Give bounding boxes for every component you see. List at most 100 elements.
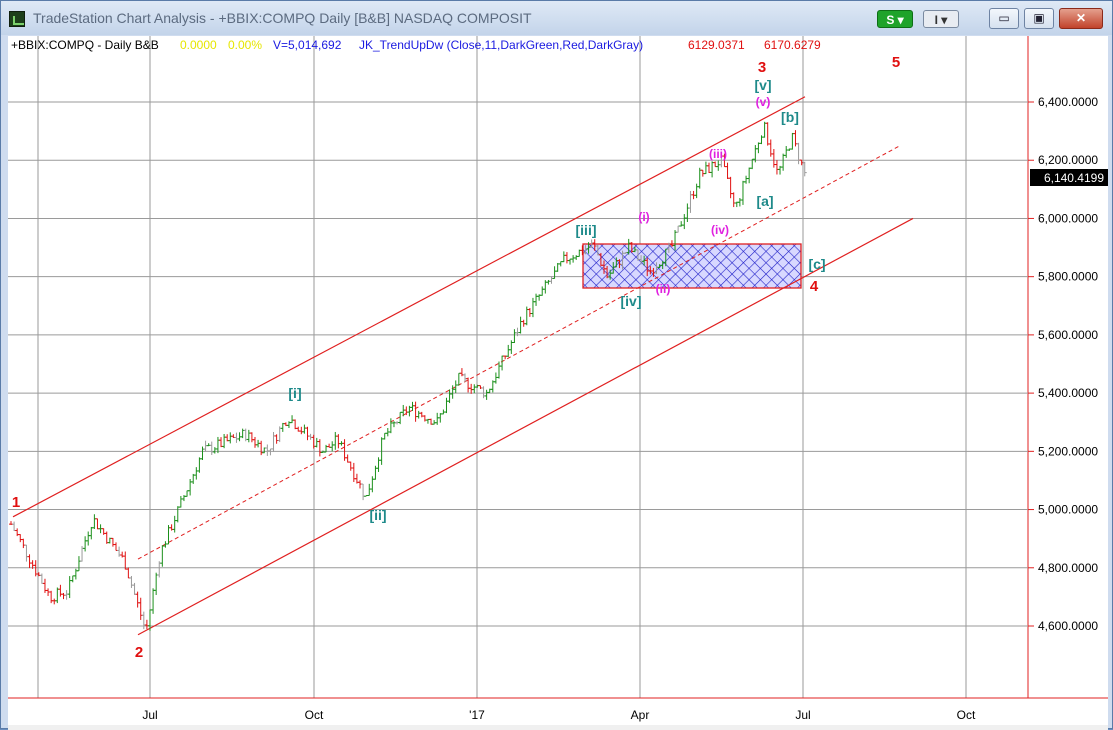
price-bar: [728, 176, 733, 199]
s-menu-button[interactable]: S ▾: [877, 10, 913, 28]
wave-label-minor-iv: (iv): [711, 223, 729, 237]
volume-label: V=5,014,692: [273, 38, 342, 52]
price-bar: [197, 457, 202, 473]
price-bar: [212, 447, 217, 454]
indicator-label: JK_TrendUpDw (Close,11,DarkGreen,Red,Dar…: [359, 38, 643, 52]
price-bar: [376, 457, 381, 472]
price-bar: [39, 573, 44, 584]
price-bar: [135, 591, 140, 608]
price-bar: [453, 380, 458, 394]
price-bar: [391, 421, 396, 428]
price-bar: [83, 536, 88, 552]
price-bar: [114, 542, 119, 551]
y-tick-label: 5,600.0000: [1038, 328, 1098, 342]
x-tick-label: Jul: [142, 708, 157, 722]
price-bar: [756, 142, 761, 154]
price-bar: [447, 389, 452, 404]
price-bar: [302, 424, 307, 434]
price-bar: [564, 252, 569, 264]
maximize-button[interactable]: ▣: [1024, 8, 1054, 29]
price-bar: [234, 432, 239, 443]
price-bar: [219, 437, 224, 448]
title-bar[interactable]: TradeStation Chart Analysis - +BBIX:COMP…: [1, 1, 1112, 35]
wave-label-iii: [iii]: [576, 222, 597, 238]
price-bar: [546, 279, 551, 285]
price-bar: [175, 506, 180, 523]
wave-label-v: [v]: [754, 77, 771, 93]
price-bar: [126, 567, 131, 579]
close-button[interactable]: ✕: [1059, 8, 1103, 29]
price-bar: [747, 167, 752, 184]
y-tick-label: 6,200.0000: [1038, 153, 1098, 167]
wave-label-2: 2: [135, 644, 143, 661]
x-tick-label: Oct: [305, 708, 324, 722]
price-bar: [333, 431, 338, 450]
chart-area[interactable]: 1 2 3 4 5 [i] [ii] [iii] [iv] [v] [a] [b] [c] (i) (ii)…: [8, 36, 1108, 726]
price-bar: [694, 183, 699, 199]
x-tick-label: '17: [469, 708, 485, 722]
price-bar: [194, 467, 199, 480]
price-bar: [249, 432, 254, 443]
price-bar: [123, 551, 128, 570]
price-bar: [444, 397, 449, 414]
price-bar: [144, 619, 149, 630]
price-bar: [506, 344, 511, 358]
price-bar: [500, 355, 505, 371]
price-bar: [154, 572, 159, 595]
price-bar: [568, 258, 573, 265]
price-bar: [790, 132, 795, 150]
price-bar: [61, 592, 66, 600]
minimize-button[interactable]: ▭: [989, 8, 1019, 29]
price-bar: [707, 162, 712, 173]
price-bar: [784, 146, 789, 158]
price-bar: [438, 413, 443, 423]
price-bar: [89, 526, 94, 540]
price-bar: [160, 545, 165, 567]
price-bar: [679, 221, 684, 227]
price-bar: [110, 537, 115, 547]
y-tick-label: 4,600.0000: [1038, 619, 1098, 633]
y-tick-label: 5,200.0000: [1038, 444, 1098, 458]
price-bar: [49, 590, 54, 604]
price-bar: [540, 286, 545, 296]
price-bar: [86, 531, 91, 546]
price-bar: [67, 576, 72, 599]
i-menu-button[interactable]: I ▾: [923, 10, 959, 28]
price-bar: [456, 372, 461, 386]
price-bar: [52, 598, 57, 605]
horizontal-scrollbar[interactable]: [8, 725, 1108, 730]
price-bar: [367, 483, 372, 497]
price-bar: [336, 434, 341, 449]
price-bar: [64, 590, 69, 600]
price-bar: [676, 225, 681, 233]
wave-label-3: 3: [758, 59, 766, 76]
price-bar: [361, 483, 366, 501]
price-bar: [765, 122, 770, 146]
y-tick-label: 5,000.0000: [1038, 503, 1098, 517]
price-bar: [129, 575, 134, 588]
price-bar: [703, 161, 708, 175]
bb-value: 0.0000: [180, 38, 217, 52]
bb-pct: 0.00%: [228, 38, 262, 52]
price-bar: [348, 461, 353, 471]
price-bar: [416, 410, 421, 419]
price-bar: [527, 307, 532, 317]
price-bar: [697, 167, 702, 189]
y-tick-label: 5,800.0000: [1038, 270, 1098, 284]
price-bar: [558, 261, 563, 267]
consolidation-box: [582, 243, 802, 289]
wave-label-b: [b]: [781, 109, 799, 125]
wave-label-5: 5: [892, 54, 900, 71]
price-bar: [571, 255, 576, 263]
price-bar: [685, 203, 690, 223]
price-chart[interactable]: 1 2 3 4 5 [i] [ii] [iii] [iv] [v] [a] [b] [c] (i) (ii)…: [8, 36, 1108, 726]
price-bar: [713, 161, 718, 168]
price-bar: [716, 160, 721, 171]
price-bar: [781, 153, 786, 171]
price-bar: [252, 436, 257, 448]
price-bar: [744, 175, 749, 184]
wave-label-4: 4: [810, 278, 819, 295]
price-bar: [76, 556, 81, 572]
price-bar: [388, 418, 393, 434]
